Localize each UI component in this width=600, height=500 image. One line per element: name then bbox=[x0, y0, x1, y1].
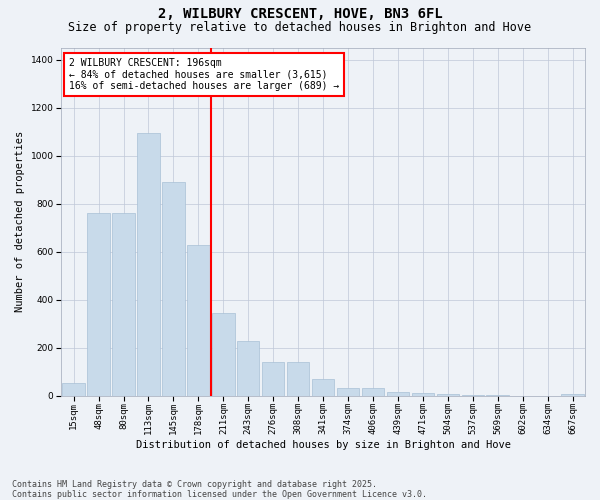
Text: Size of property relative to detached houses in Brighton and Hove: Size of property relative to detached ho… bbox=[68, 21, 532, 34]
Bar bbox=[212, 313, 235, 396]
Bar bbox=[262, 362, 284, 396]
Bar bbox=[137, 133, 160, 396]
X-axis label: Distribution of detached houses by size in Brighton and Hove: Distribution of detached houses by size … bbox=[136, 440, 511, 450]
Bar bbox=[387, 392, 409, 396]
Bar bbox=[337, 388, 359, 396]
Bar bbox=[312, 379, 334, 396]
Text: Contains HM Land Registry data © Crown copyright and database right 2025.
Contai: Contains HM Land Registry data © Crown c… bbox=[12, 480, 427, 499]
Bar bbox=[112, 214, 135, 396]
Bar bbox=[187, 244, 209, 396]
Bar bbox=[62, 382, 85, 396]
Bar bbox=[88, 214, 110, 396]
Text: 2 WILBURY CRESCENT: 196sqm
← 84% of detached houses are smaller (3,615)
16% of s: 2 WILBURY CRESCENT: 196sqm ← 84% of deta… bbox=[69, 58, 340, 91]
Bar bbox=[437, 394, 459, 396]
Bar bbox=[412, 393, 434, 396]
Bar bbox=[362, 388, 384, 396]
Bar bbox=[162, 182, 185, 396]
Y-axis label: Number of detached properties: Number of detached properties bbox=[15, 131, 25, 312]
Bar bbox=[461, 395, 484, 396]
Bar bbox=[287, 362, 310, 396]
Text: 2, WILBURY CRESCENT, HOVE, BN3 6FL: 2, WILBURY CRESCENT, HOVE, BN3 6FL bbox=[158, 8, 442, 22]
Bar bbox=[237, 340, 259, 396]
Bar bbox=[562, 394, 584, 396]
